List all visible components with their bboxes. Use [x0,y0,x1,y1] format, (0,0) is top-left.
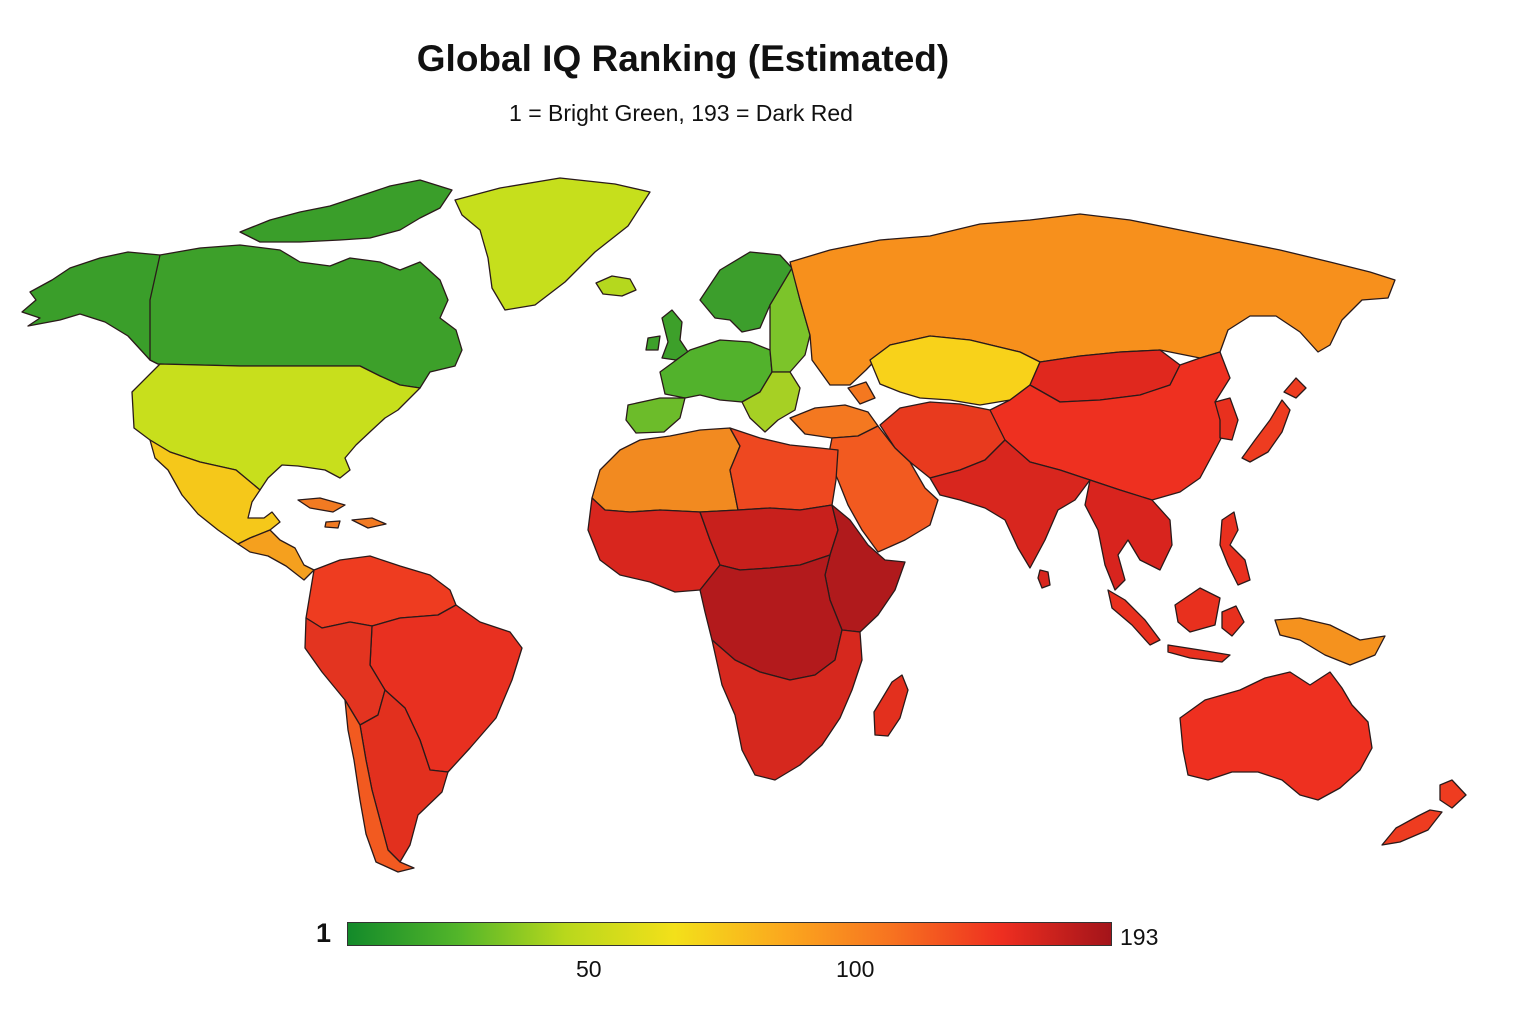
region-middle-east [827,425,939,553]
world-map [21,177,1467,873]
region-madagascar [873,674,909,737]
region-new-zealand [1381,779,1467,846]
region-philippines [1219,511,1251,586]
region-iberia [625,397,686,434]
legend-gradient-bar [347,922,1112,946]
region-japan [1241,377,1307,463]
region-chile [344,699,415,873]
region-egypt-libya [729,427,839,511]
color-legend: 1 193 50 100 [0,910,1536,1010]
region-sri-lanka [1037,569,1051,589]
region-greenland [454,177,651,311]
region-png [1274,617,1386,666]
region-iceland [595,275,637,297]
region-arctic-islands [239,179,453,243]
region-india [929,439,1091,569]
legend-min-label: 1 [316,918,332,948]
region-mexico [149,439,281,545]
region-alaska [21,251,161,365]
legend-tick-label: 100 [836,956,875,982]
region-uk [645,309,689,361]
region-korea [1214,397,1239,441]
region-australia [1179,671,1373,801]
map-subtitle: 1 = Bright Green, 193 = Dark Red [509,100,853,126]
region-southern-africa [711,629,863,781]
region-southeast-asia [1084,479,1173,591]
region-central-america [237,529,315,581]
region-north-africa [591,427,741,513]
legend-max-label: 193 [1120,924,1159,950]
map-title: Global IQ Ranking (Estimated) [416,38,950,79]
region-indonesia [1107,587,1245,663]
legend-tick-label: 50 [576,956,602,982]
region-balkans [741,371,801,433]
region-caribbean [297,497,387,529]
region-caucasus-turkey [789,381,879,439]
